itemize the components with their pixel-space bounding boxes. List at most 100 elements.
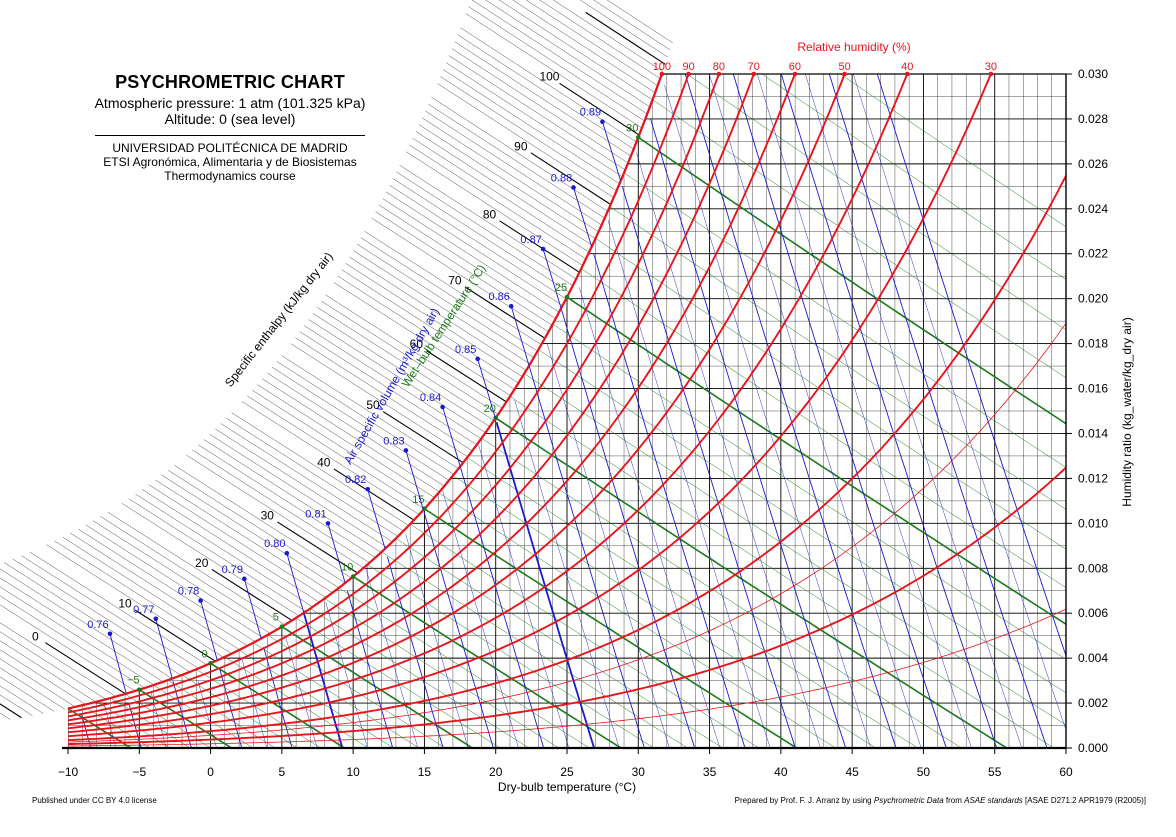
x-tick-label: 15 <box>418 765 432 779</box>
specific-volume-label-marker <box>571 185 576 190</box>
enthalpy-hatch-line <box>0 602 32 715</box>
course-label: Thermodynamics course <box>70 169 390 183</box>
enthalpy-hatch-line <box>0 578 135 691</box>
y-tick-label: 0.012 <box>1078 471 1108 485</box>
y-tick-label: 0.010 <box>1078 516 1108 530</box>
specific-volume-leader <box>574 187 592 246</box>
y-tick-label: 0.028 <box>1078 112 1108 126</box>
rh-label: 60 <box>789 61 801 73</box>
x-tick-label: 35 <box>703 765 717 779</box>
chart-title: PSYCHROMETRIC CHART <box>70 72 390 93</box>
specific-volume-label: 0.77 <box>133 604 154 616</box>
x-axis-title: Dry-bulb temperature (°C) <box>498 780 636 794</box>
enthalpy-tick-label: 0 <box>32 629 39 643</box>
x-tick-label: 20 <box>489 765 503 779</box>
wet-bulb-label-marker <box>565 295 570 300</box>
title-divider <box>95 135 365 136</box>
enthalpy-hatch-line <box>142 489 319 602</box>
specific-volume-label-marker <box>404 448 409 453</box>
rh-label: 70 <box>748 61 760 73</box>
y-tick-label: 0.016 <box>1078 382 1108 396</box>
specific-volume-label: 0.87 <box>520 234 541 246</box>
enthalpy-hatch-line <box>267 373 444 486</box>
y-tick-label: 0.008 <box>1078 561 1108 575</box>
rh-label: 40 <box>901 61 913 73</box>
y-tick-label: 0.000 <box>1078 741 1108 755</box>
specific-volume-label: 0.82 <box>345 474 366 486</box>
enthalpy-hatch-line <box>62 537 239 650</box>
y-tick-label: 0.020 <box>1078 292 1108 306</box>
enthalpy-tick-label: 100 <box>539 70 559 84</box>
specific-volume-leader <box>443 407 461 466</box>
x-tick-label: 50 <box>917 765 931 779</box>
wet-bulb-label: 5 <box>273 612 279 624</box>
y-tick-label: 0.002 <box>1078 696 1108 710</box>
specific-volume-label: 0.85 <box>455 344 476 356</box>
wet-bulb-label: 0 <box>202 648 208 660</box>
x-tick-label: 40 <box>774 765 788 779</box>
enthalpy-hatch-line <box>186 455 363 568</box>
rh-label: 80 <box>713 61 725 73</box>
wet-bulb-label: −5 <box>127 675 140 687</box>
specific-volume-label: 0.86 <box>488 291 509 303</box>
specific-volume-label: 0.79 <box>222 564 243 576</box>
credit-note: Prepared by Prof. F. J. Arranz by using … <box>735 796 1146 805</box>
enthalpy-hatch-line <box>86 525 263 638</box>
enthalpy-tick-label: 40 <box>317 455 331 469</box>
specific-volume-label-marker <box>108 631 113 636</box>
specific-volume-label: 0.76 <box>87 619 108 631</box>
enthalpy-major-line <box>586 12 666 64</box>
specific-volume-label-marker <box>475 357 480 362</box>
enthalpy-hatch-line <box>129 499 306 612</box>
specific-volume-label-marker <box>509 304 514 309</box>
wet-bulb-label-marker <box>636 135 641 140</box>
specific-volume-label-marker <box>600 119 605 124</box>
enthalpy-hatch-line <box>425 111 601 225</box>
x-tick-label: 0 <box>207 765 214 779</box>
enthalpy-hatch-line <box>162 475 339 588</box>
rh-label: 30 <box>985 61 997 73</box>
pressure-label: Atmospheric pressure: 1 atm (101.325 kPa… <box>70 95 390 111</box>
enthalpy-hatch-line <box>0 606 10 719</box>
enthalpy-hatch-line <box>0 589 96 702</box>
enthalpy-hatch-line <box>0 572 154 685</box>
enthalpy-tick-label: 90 <box>514 139 528 153</box>
y-tick-label: 0.018 <box>1078 337 1108 351</box>
specific-volume-label-marker <box>541 247 546 252</box>
enthalpy-tick-label: 20 <box>195 556 209 570</box>
specific-volume-label-marker <box>242 577 247 582</box>
enthalpy-hatch-line <box>136 494 313 607</box>
enthalpy-hatch-line <box>100 516 277 629</box>
credit-suffix: [ASAE D271.2 APR1979 (R2005)] <box>1023 796 1146 805</box>
specific-volume-label-marker <box>285 551 290 556</box>
wet-bulb-label-marker <box>137 687 142 692</box>
enthalpy-hatch-line <box>452 49 628 163</box>
specific-volume-label-marker <box>198 598 203 603</box>
x-tick-label: 25 <box>560 765 574 779</box>
enthalpy-hatch-line <box>494 0 670 50</box>
y-tick-label: 0.022 <box>1078 247 1108 261</box>
chart-title-block: PSYCHROMETRIC CHART Atmospheric pressure… <box>70 72 390 183</box>
specific-volume-leader <box>543 249 561 308</box>
enthalpy-hatch-line <box>477 0 653 100</box>
y-tick-label: 0.004 <box>1078 651 1108 665</box>
enthalpy-major-line <box>500 221 580 272</box>
enthalpy-hatch-line <box>149 485 326 598</box>
enthalpy-hatch-line <box>0 591 86 704</box>
enthalpy-hatch-line <box>437 83 613 197</box>
wet-bulb-label: 15 <box>412 494 424 506</box>
y-axis-title: Humidity ratio (kg_water/kg_dry air) <box>1120 317 1134 506</box>
enthalpy-hatch-line <box>484 0 660 79</box>
y-tick-label: 0.014 <box>1078 426 1108 440</box>
x-tick-label: 55 <box>988 765 1002 779</box>
specific-volume-label: 0.88 <box>551 172 572 184</box>
enthalpy-tick-label: 10 <box>118 597 132 611</box>
enthalpy-hatch-line <box>247 396 424 509</box>
specific-volume-leader <box>244 579 261 639</box>
enthalpy-axis-title: Specific enthalpy (kJ/kg dry air) <box>222 250 336 390</box>
specific-volume-label: 0.78 <box>178 586 199 598</box>
enthalpy-hatch-line <box>0 575 145 688</box>
wet-bulb-label: 10 <box>341 562 353 574</box>
wet-bulb-label-marker <box>280 624 285 629</box>
